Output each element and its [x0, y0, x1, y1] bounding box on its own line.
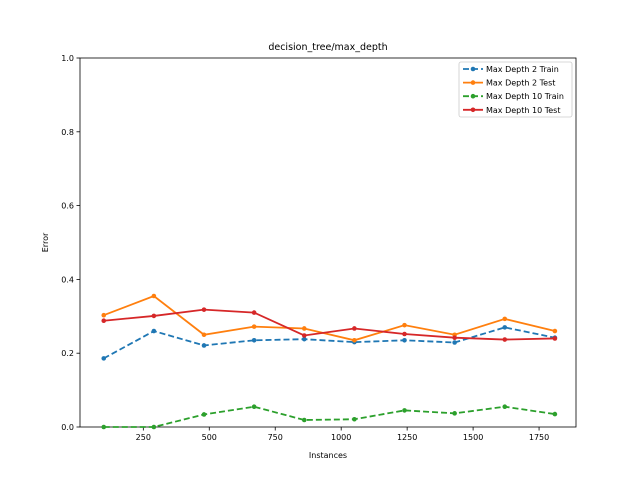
- data-point: [452, 411, 457, 416]
- data-point: [251, 324, 257, 329]
- data-point: [151, 293, 157, 299]
- x-tick-label: 1500: [463, 433, 483, 442]
- legend-item: Max Depth 10 Test: [463, 106, 560, 115]
- data-point: [201, 307, 207, 312]
- legend-label: Max Depth 2 Train: [486, 65, 559, 74]
- data-point: [251, 404, 257, 410]
- series-1: [101, 325, 558, 361]
- y-tick-label: 0.4: [61, 275, 74, 284]
- data-point: [352, 416, 357, 422]
- series-line: [103, 405, 556, 428]
- data-point: [251, 337, 257, 343]
- data-point: [402, 337, 407, 343]
- x-axis-label: Instances: [309, 451, 347, 460]
- data-point: [452, 340, 457, 345]
- series-line: [103, 294, 556, 342]
- legend: Max Depth 2 Train Max Depth 2 Test Max Dep…: [458, 61, 573, 118]
- data-point: [502, 316, 508, 322]
- x-tick-label: 750: [268, 433, 283, 442]
- series-line: [103, 326, 556, 360]
- data-point: [151, 313, 157, 319]
- y-tick-label: 1.0: [61, 54, 74, 63]
- data-point: [201, 332, 207, 338]
- legend-item: Max Depth 2 Train: [463, 65, 559, 74]
- data-point: [301, 417, 307, 423]
- legend-marker: [470, 80, 476, 85]
- plot-area: [79, 57, 577, 428]
- data-point: [101, 318, 107, 324]
- x-tick-label: 500: [202, 433, 217, 442]
- chart-title: decision_tree/max_depth: [268, 42, 387, 53]
- data-point: [151, 424, 157, 430]
- data-point: [552, 411, 558, 417]
- data-point: [301, 336, 307, 342]
- data-point: [502, 337, 508, 342]
- x-axis: 250 500 750 1000 1250 1500 1750: [136, 427, 549, 442]
- data-point: [502, 404, 508, 410]
- data-point: [352, 326, 357, 331]
- data-point: [402, 322, 407, 328]
- legend-label: Max Depth 10 Train: [486, 92, 564, 101]
- x-tick-label: 1750: [529, 433, 549, 442]
- series-line: [103, 308, 555, 341]
- y-axis-label: Error: [41, 232, 50, 252]
- x-tick-label: 1000: [331, 433, 351, 442]
- data-point: [301, 333, 307, 338]
- data-point: [101, 356, 107, 361]
- y-tick-label: 0.8: [61, 128, 74, 137]
- data-point: [251, 310, 257, 315]
- legend-item: Max Depth 2 Test: [463, 79, 555, 88]
- y-tick-label: 0.0: [61, 423, 74, 432]
- data-point: [151, 328, 157, 334]
- series-2: [101, 293, 558, 343]
- data-point: [352, 337, 357, 343]
- legend-label: Max Depth 10 Test: [486, 106, 560, 115]
- data-point: [402, 408, 407, 413]
- legend-box: [458, 61, 573, 118]
- legend-label: Max Depth 2 Test: [486, 79, 555, 88]
- data-point: [101, 424, 107, 430]
- data-point: [502, 325, 508, 330]
- data-point: [552, 336, 558, 341]
- data-point: [201, 343, 207, 348]
- data-point: [201, 412, 207, 417]
- legend-marker: [470, 107, 476, 113]
- series-layer: [101, 293, 558, 430]
- x-tick-label: 250: [136, 433, 151, 442]
- series-3: [101, 404, 558, 430]
- y-axis: 0.0 0.2 0.4 0.6 0.8 1.0: [61, 54, 80, 432]
- x-tick-label: 1250: [397, 433, 417, 442]
- series-4: [101, 307, 558, 342]
- legend-item: Max Depth 10 Train: [463, 92, 564, 101]
- data-point: [402, 331, 407, 337]
- legend-marker: [470, 66, 476, 72]
- y-tick-label: 0.6: [61, 202, 74, 211]
- data-point: [552, 328, 558, 334]
- y-tick-label: 0.2: [61, 349, 74, 358]
- data-point: [101, 312, 107, 318]
- legend-marker: [470, 93, 476, 99]
- data-point: [301, 326, 307, 331]
- data-point: [452, 335, 457, 341]
